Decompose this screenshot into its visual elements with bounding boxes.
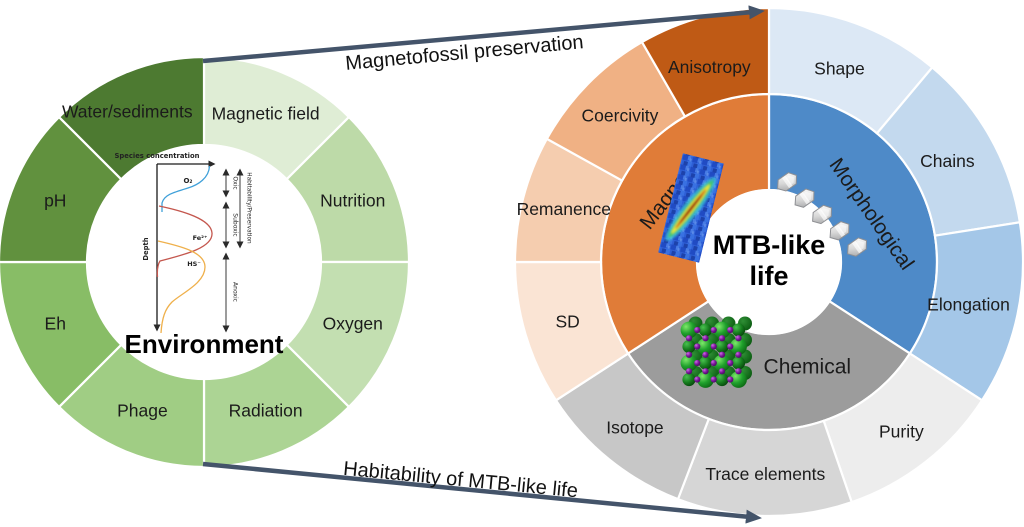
segment-label-nutrition: Nutrition xyxy=(320,190,385,210)
segment-label-purity: Purity xyxy=(879,421,924,441)
segment-label-chains: Chains xyxy=(920,151,975,171)
forc-diagram-image xyxy=(658,153,724,263)
o2-curve xyxy=(161,165,211,212)
hs-curve xyxy=(157,240,206,334)
fe-curve xyxy=(156,205,213,278)
magnetosome-crystal xyxy=(829,221,850,241)
magnetosome-crystal xyxy=(847,237,867,257)
segment-water-sediments xyxy=(57,55,206,181)
segment-label-remanence: Remanence xyxy=(517,199,611,219)
segment-label-trace-elements: Trace elements xyxy=(705,464,825,484)
segment-label-chemical: Chemical xyxy=(764,356,852,379)
magnetosome-crystal xyxy=(794,188,815,208)
segment-label-water-sediments: Water/sediments xyxy=(62,101,193,121)
hs-label: HS⁻ xyxy=(187,260,201,268)
graph-title: Species concentration xyxy=(114,152,199,160)
magnetosome-crystal xyxy=(812,204,832,225)
depth-profile-graph: Species concentration Depth O₂ Fe²⁺ HS⁻ … xyxy=(114,152,252,334)
segment-anisotropy xyxy=(640,6,771,119)
segment-label-elongation: Elongation xyxy=(927,294,1010,314)
segment-eh xyxy=(0,260,123,409)
anoxic-label: Anoxic xyxy=(232,282,239,302)
segment-label-sd: SD xyxy=(555,312,579,332)
segment-label-anisotropy: Anisotropy xyxy=(668,57,751,77)
habitability-label: Habitability/Preservation xyxy=(246,172,252,244)
segment-label-coercivity: Coercivity xyxy=(582,106,659,126)
depth-axis-label: Depth xyxy=(142,237,150,260)
segment-label-ph: pH xyxy=(44,190,66,210)
magnetofossil-arrow xyxy=(202,5,765,64)
environment-center-label: Environment xyxy=(125,329,284,359)
habitability-flow-arrow-label: Habitability of MTB-like life xyxy=(342,458,579,502)
segment-label-oxygen: Oxygen xyxy=(323,314,383,334)
crystal-structure-image xyxy=(680,316,752,388)
habitability-flow-arrow xyxy=(202,461,762,524)
mtb-center-label-line2: life xyxy=(749,261,788,291)
magnetosome-chain-image xyxy=(777,172,867,257)
suboxic-label: Suboxic xyxy=(232,213,239,236)
fe-label: Fe²⁺ xyxy=(193,234,208,242)
segment-label-radiation: Radiation xyxy=(229,401,303,421)
mtb-center-label-line1: MTB-like xyxy=(713,230,826,260)
magnetosome-crystal xyxy=(777,172,797,192)
segment-label-eh: Eh xyxy=(45,314,66,334)
o2-label: O₂ xyxy=(183,177,192,185)
segment-label-phage: Phage xyxy=(117,401,168,421)
segment-label-isotope: Isotope xyxy=(606,418,663,438)
segment-label-shape: Shape xyxy=(814,58,865,78)
environment-donut: Magnetic field Nutrition Oxygen Radiation Ph… xyxy=(0,55,411,469)
oxic-label: Oxic xyxy=(232,176,239,189)
segment-label-magnetic-field: Magnetic field xyxy=(212,103,320,123)
mtb-center-circle xyxy=(696,189,842,335)
mtb-outer-ring: Shape Chains Elongation Purity Trace element… xyxy=(513,6,1024,518)
